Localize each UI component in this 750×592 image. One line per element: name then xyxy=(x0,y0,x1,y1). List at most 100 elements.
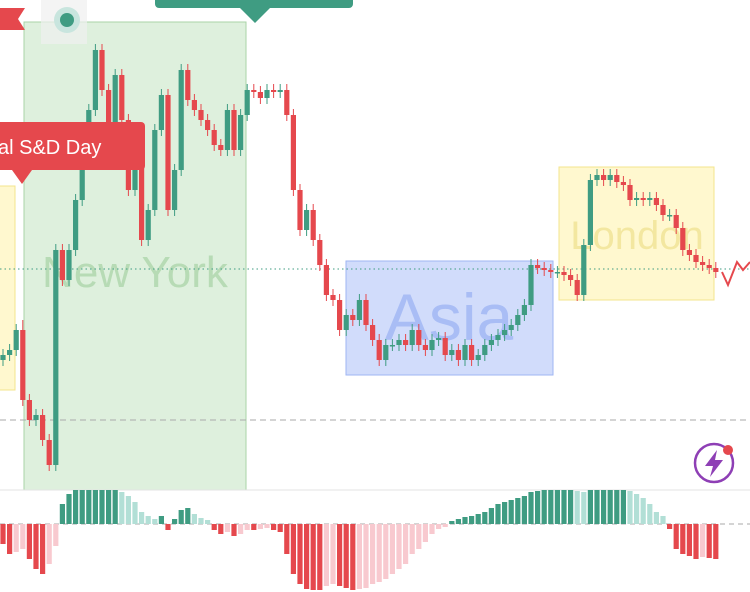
histogram-bar xyxy=(363,524,369,588)
histogram-bar xyxy=(46,524,52,564)
sd-label-box[interactable] xyxy=(0,122,145,170)
histogram-bar xyxy=(416,524,422,549)
histogram-bar xyxy=(284,524,290,554)
histogram-bar xyxy=(455,519,461,524)
candle-body xyxy=(178,70,184,170)
candle-body xyxy=(330,295,336,300)
histogram-bar xyxy=(178,510,184,524)
histogram-bar xyxy=(198,518,204,524)
candle-body xyxy=(112,75,118,130)
histogram-bar xyxy=(350,524,356,590)
candle-body xyxy=(277,90,283,92)
top-tab[interactable] xyxy=(155,0,353,8)
candle-body xyxy=(350,315,356,320)
histogram-bar xyxy=(79,490,85,524)
candle-body xyxy=(317,240,323,265)
candle-body xyxy=(469,345,475,360)
candles xyxy=(0,44,719,471)
flash-icon xyxy=(705,450,723,477)
candle-body xyxy=(7,350,13,355)
flag-icon[interactable] xyxy=(0,8,25,30)
candle-body xyxy=(205,120,211,130)
histogram-bar xyxy=(680,524,686,554)
histogram-bar xyxy=(165,524,171,530)
candle-body xyxy=(620,182,626,185)
candle-body xyxy=(198,110,204,120)
histogram-bar xyxy=(620,490,626,524)
candle-body xyxy=(231,110,237,150)
candle-body xyxy=(33,415,39,420)
candle-body xyxy=(667,215,673,217)
session-box-left xyxy=(0,185,16,391)
histogram-bar xyxy=(224,524,230,532)
histogram-bar xyxy=(66,494,72,524)
histogram-bar xyxy=(581,492,587,524)
candle-body xyxy=(488,340,494,345)
candle-body xyxy=(383,345,389,360)
histogram-bar xyxy=(515,498,521,524)
histogram-bar xyxy=(647,504,653,524)
candle-body xyxy=(568,275,574,280)
candle-body xyxy=(172,170,178,210)
histogram-bar xyxy=(257,524,263,529)
candle-body xyxy=(244,90,250,115)
histogram-bar xyxy=(554,490,560,524)
candle-body xyxy=(627,185,633,200)
candle-body xyxy=(653,198,659,205)
candle-body xyxy=(211,130,217,145)
histogram-bar xyxy=(634,494,640,524)
candle-body xyxy=(455,350,461,360)
candle-body xyxy=(224,110,230,150)
histogram-bar xyxy=(231,524,237,536)
histogram-bar xyxy=(614,490,620,524)
histogram-bar xyxy=(238,524,244,534)
candle-body xyxy=(53,250,59,465)
histogram-bar xyxy=(462,517,468,524)
histogram-bar xyxy=(521,496,527,524)
histogram-bar xyxy=(693,524,699,559)
candle-body xyxy=(535,265,541,268)
histogram-bar xyxy=(7,524,13,554)
histogram-bar xyxy=(607,490,613,524)
histogram xyxy=(0,490,719,590)
candle-body xyxy=(462,345,468,360)
candle-body xyxy=(528,265,534,305)
candle-body xyxy=(436,338,442,340)
histogram-bar xyxy=(0,524,6,544)
candle-body xyxy=(251,90,257,92)
candle-body xyxy=(601,175,607,180)
histogram-bar xyxy=(92,490,98,524)
histogram-bar xyxy=(106,490,112,524)
candle-body xyxy=(607,175,613,180)
histogram-bar xyxy=(33,524,39,569)
candle-body xyxy=(515,315,521,325)
top-tab-pointer xyxy=(240,8,270,23)
candle-body xyxy=(713,268,719,272)
histogram-bar xyxy=(700,524,706,557)
histogram-bar xyxy=(376,524,382,582)
histogram-bar xyxy=(73,490,79,524)
histogram-bar xyxy=(191,514,197,524)
live-line xyxy=(721,259,750,288)
histogram-bar xyxy=(290,524,296,574)
candle-body xyxy=(660,205,666,215)
candle-body xyxy=(152,130,158,210)
candle-body xyxy=(389,345,395,347)
histogram-bar xyxy=(310,524,316,590)
candle-body xyxy=(13,330,19,350)
histogram-bar xyxy=(40,524,46,574)
candle-body xyxy=(680,228,686,250)
histogram-bar xyxy=(442,524,448,527)
candle-body xyxy=(20,330,26,400)
histogram-bar xyxy=(475,514,481,524)
session-label: New York xyxy=(42,248,229,297)
candle-body xyxy=(297,190,303,230)
histogram-bar xyxy=(488,508,494,524)
candle-body xyxy=(673,215,679,228)
candle-body xyxy=(66,250,72,280)
histogram-bar xyxy=(574,491,580,524)
candle-body xyxy=(495,335,501,340)
candle-body xyxy=(693,255,699,262)
histogram-bar xyxy=(125,496,131,524)
